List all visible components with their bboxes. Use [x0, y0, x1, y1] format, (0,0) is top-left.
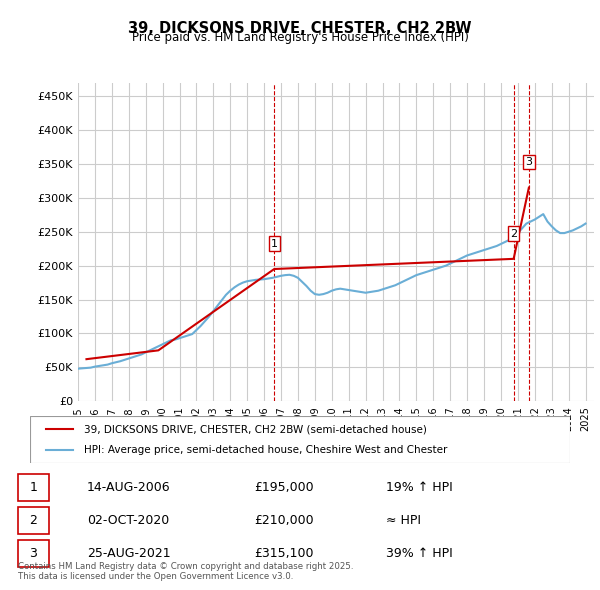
Text: 25-AUG-2021: 25-AUG-2021 [87, 547, 170, 560]
FancyBboxPatch shape [30, 416, 570, 463]
Text: ≈ HPI: ≈ HPI [386, 514, 421, 527]
Text: 02-OCT-2020: 02-OCT-2020 [87, 514, 169, 527]
Text: 1: 1 [29, 481, 37, 494]
Text: £195,000: £195,000 [254, 481, 314, 494]
FancyBboxPatch shape [18, 474, 49, 501]
Text: Price paid vs. HM Land Registry's House Price Index (HPI): Price paid vs. HM Land Registry's House … [131, 31, 469, 44]
Text: 39% ↑ HPI: 39% ↑ HPI [386, 547, 453, 560]
Text: 1: 1 [271, 239, 278, 248]
FancyBboxPatch shape [18, 507, 49, 534]
Text: 39, DICKSONS DRIVE, CHESTER, CH2 2BW: 39, DICKSONS DRIVE, CHESTER, CH2 2BW [128, 21, 472, 35]
Text: 2: 2 [29, 514, 37, 527]
Text: 3: 3 [526, 158, 532, 168]
Text: 19% ↑ HPI: 19% ↑ HPI [386, 481, 453, 494]
Text: 39, DICKSONS DRIVE, CHESTER, CH2 2BW (semi-detached house): 39, DICKSONS DRIVE, CHESTER, CH2 2BW (se… [84, 424, 427, 434]
Text: 3: 3 [29, 547, 37, 560]
Text: Contains HM Land Registry data © Crown copyright and database right 2025.
This d: Contains HM Land Registry data © Crown c… [18, 562, 353, 581]
FancyBboxPatch shape [18, 540, 49, 567]
Text: £210,000: £210,000 [254, 514, 314, 527]
Text: 2: 2 [510, 228, 517, 238]
Text: £315,100: £315,100 [254, 547, 313, 560]
Text: HPI: Average price, semi-detached house, Cheshire West and Chester: HPI: Average price, semi-detached house,… [84, 445, 448, 455]
Text: 14-AUG-2006: 14-AUG-2006 [87, 481, 170, 494]
